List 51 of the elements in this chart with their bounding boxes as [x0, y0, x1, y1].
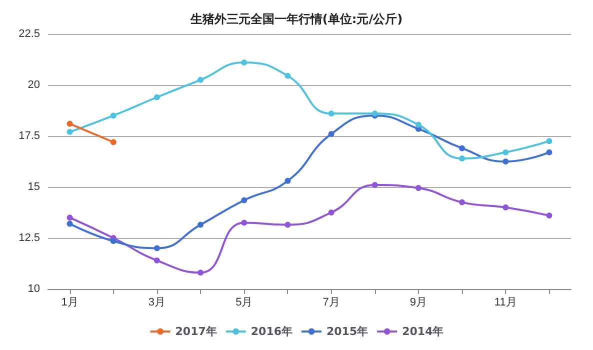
x-tick-label: 7月: [322, 296, 340, 308]
y-tick-label: 17.5: [18, 130, 40, 142]
point: [66, 214, 73, 221]
point: [110, 139, 116, 146]
point: [198, 76, 204, 83]
point: [328, 210, 334, 216]
point: [154, 245, 160, 252]
y-tick-label: 10: [28, 283, 40, 295]
x-tick-label: 1月: [61, 296, 78, 308]
point: [198, 222, 204, 228]
point: [502, 149, 509, 156]
point: [284, 72, 291, 79]
point: [66, 128, 73, 135]
point: [241, 197, 248, 204]
point: [546, 149, 552, 156]
y-tick-label: 20: [28, 79, 40, 91]
point: [241, 60, 248, 66]
chart-title: 生猪外三元全国一年行情(单位:元/公斤): [189, 12, 403, 26]
x-tick-label: 5月: [236, 296, 253, 308]
point: [372, 182, 378, 188]
point: [284, 222, 291, 228]
y-tick-label: 12.5: [18, 232, 40, 244]
point: [154, 257, 160, 264]
point: [241, 220, 248, 226]
point: [546, 138, 552, 144]
point: [198, 270, 204, 276]
y-tick-label: 22.5: [18, 28, 40, 40]
point: [328, 110, 334, 117]
point: [66, 120, 73, 127]
point: [110, 112, 116, 119]
point: [66, 220, 73, 227]
point: [546, 212, 552, 219]
point: [459, 155, 466, 162]
legend-label: 2017年: [175, 325, 217, 338]
point: [328, 130, 334, 137]
x-tick-label: 11月: [494, 296, 517, 308]
legend-label: 2016年: [250, 325, 293, 338]
point: [502, 158, 509, 164]
x-tick-label: 9月: [410, 296, 428, 308]
point: [110, 238, 116, 244]
point: [459, 145, 466, 152]
x-tick-label: 3月: [148, 296, 166, 308]
point: [502, 204, 509, 210]
legend-label: 2014年: [402, 325, 444, 338]
point: [154, 94, 160, 100]
point: [459, 199, 466, 206]
point: [284, 178, 291, 184]
point: [415, 122, 422, 128]
y-tick-label: 15: [28, 181, 40, 193]
legend-label: 2015年: [326, 325, 368, 338]
point: [415, 185, 422, 192]
